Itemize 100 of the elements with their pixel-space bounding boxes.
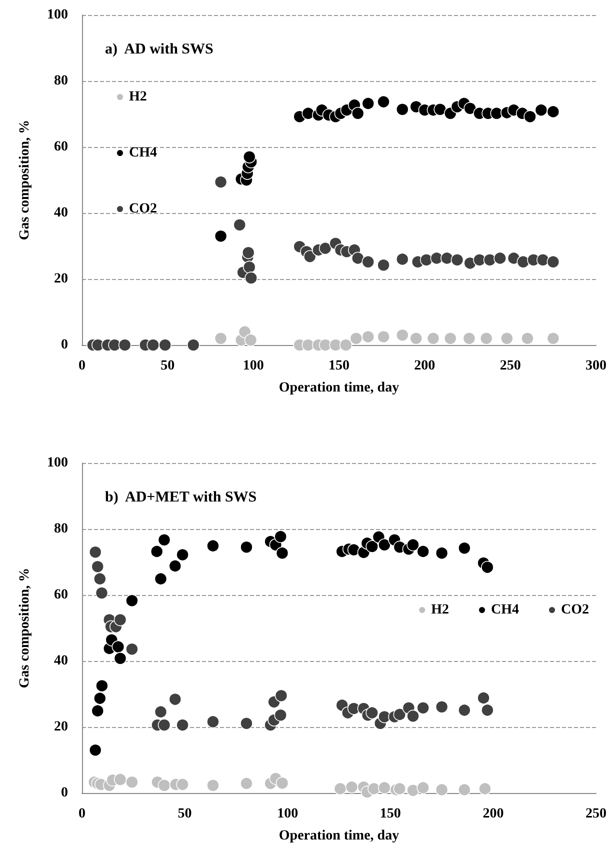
point [303,250,316,263]
point [435,700,448,714]
point [334,782,347,796]
point [396,328,409,342]
point [362,330,375,344]
point [426,332,440,345]
point [435,783,448,796]
legend-label: H2 [129,90,147,104]
point [243,260,256,274]
x-tick-label: 250 [500,358,521,374]
point [276,776,289,790]
point [450,253,464,266]
legend-label: CH4 [129,146,157,160]
point [114,613,127,626]
point [114,652,127,665]
y-tick-label: 20 [54,272,68,286]
y-tick-label: 0 [61,786,68,800]
point [406,784,420,797]
point [240,716,253,730]
point [95,586,108,600]
x-tick-label: 250 [586,806,606,822]
point [91,560,104,574]
point [481,560,494,574]
point [176,718,189,732]
point [126,594,138,608]
point [516,255,530,268]
point [318,242,332,255]
point [214,176,228,188]
x-tick-label: 0 [78,358,86,374]
point [458,704,471,717]
point [396,252,409,266]
point [366,706,378,720]
point [88,546,102,558]
point [393,782,406,796]
point [345,780,358,794]
point [91,704,104,718]
point [534,104,548,116]
point [186,338,200,352]
point [158,779,171,792]
x-tick-label: 200 [414,358,436,374]
point [477,692,490,704]
point [302,106,315,120]
point [274,708,288,722]
x-axis-title: Operation time, day [278,380,400,396]
point [158,338,172,352]
point [88,744,102,756]
point [500,332,514,345]
point [244,334,258,346]
point [150,545,164,558]
point [233,218,246,232]
point [168,560,182,572]
point [244,272,258,284]
point [464,102,476,115]
point [112,640,125,654]
point [94,572,106,586]
point [377,95,390,108]
point [410,332,422,345]
point [240,777,253,790]
point [126,776,138,789]
point [362,255,375,268]
y-tick-label: 60 [54,588,68,602]
x-tick-label: 200 [482,806,504,822]
x-tick-label: 100 [242,358,264,374]
point [108,338,121,352]
x-tick-label: 100 [277,806,298,822]
x-axis-title: Operation time, day [278,828,400,844]
point [393,708,406,721]
point [158,533,171,546]
point [377,258,390,272]
point [362,97,375,110]
x-tick-label: 50 [178,806,192,822]
y-axis-title: Gas composition, % [18,568,32,688]
point [494,252,506,265]
point [240,540,253,554]
point [546,255,560,268]
point [242,246,255,259]
point [546,105,560,118]
point [302,338,315,352]
point [214,332,228,345]
point [406,538,420,552]
point [368,782,380,796]
point [377,330,390,344]
point [420,253,433,266]
point [481,704,494,717]
point [243,150,256,164]
point [434,102,446,116]
point [206,779,220,792]
point [214,230,228,242]
point [114,773,127,786]
point [350,332,363,345]
point [440,252,454,265]
y-axis-title: Gas composition, % [18,120,32,240]
point [176,548,189,562]
point [444,332,457,345]
y-tick-label: 100 [47,456,68,470]
y-tick-label: 80 [54,522,68,536]
point [176,778,189,791]
point [406,710,420,723]
point [480,332,493,345]
x-tick-label: 50 [160,358,175,374]
